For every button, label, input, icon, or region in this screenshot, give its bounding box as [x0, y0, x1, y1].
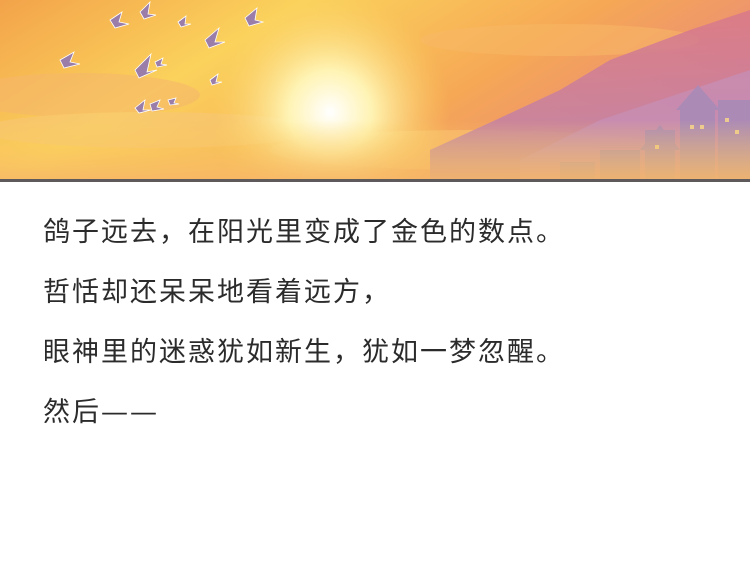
pigeon	[134, 52, 158, 79]
pigeon	[154, 57, 168, 68]
pigeon	[204, 26, 226, 49]
pigeon	[244, 7, 265, 27]
sunset-illustration	[0, 0, 750, 182]
pigeon	[149, 99, 165, 112]
pigeon	[167, 97, 180, 106]
narration-line-3: 眼神里的迷惑犹如新生，犹如一梦忽醒。	[43, 337, 565, 368]
narration-text: 鸽子远去，在阳光里变成了金色的数点。 哲恬却还呆呆地看着远方， 眼神里的迷惑犹如…	[43, 203, 733, 443]
panel-border	[0, 179, 750, 182]
narration-line-4: 然后——	[43, 397, 159, 428]
pigeon	[177, 15, 192, 28]
pigeon	[109, 11, 130, 29]
pigeon	[134, 99, 152, 114]
pigeons	[59, 0, 265, 114]
narration-line-2: 哲恬却还呆呆地看着远方，	[43, 277, 391, 308]
narration-line-1: 鸽子远去，在阳光里变成了金色的数点。	[43, 217, 565, 248]
pigeon	[209, 73, 223, 86]
pigeon	[59, 51, 81, 69]
pigeon	[139, 0, 157, 20]
comic-panel-sunset	[0, 0, 750, 182]
